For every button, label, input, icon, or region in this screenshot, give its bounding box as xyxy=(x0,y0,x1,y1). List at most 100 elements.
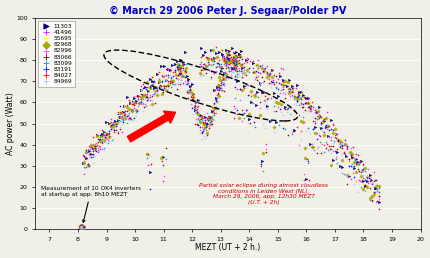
Point xyxy=(309,119,316,123)
Point xyxy=(373,186,380,190)
Point xyxy=(295,92,302,96)
Point xyxy=(188,102,195,106)
Point xyxy=(221,75,227,79)
Point xyxy=(226,63,233,68)
Point xyxy=(149,94,156,98)
Point xyxy=(126,111,133,115)
Point xyxy=(264,96,271,100)
Point xyxy=(200,65,206,69)
Point xyxy=(200,121,207,125)
Point xyxy=(330,149,337,153)
Point xyxy=(252,94,259,98)
Point xyxy=(181,69,188,73)
Point xyxy=(101,132,108,136)
Point xyxy=(254,70,261,74)
Point xyxy=(96,139,103,143)
Point xyxy=(214,100,221,104)
Point xyxy=(298,104,305,109)
Point xyxy=(203,124,210,128)
Point xyxy=(376,197,383,201)
Point xyxy=(311,131,318,135)
Point xyxy=(114,115,121,119)
Point xyxy=(231,60,238,64)
Point xyxy=(105,131,112,135)
Point xyxy=(258,66,265,70)
Point xyxy=(366,173,373,177)
Point xyxy=(110,136,117,141)
Point xyxy=(77,226,83,230)
Point xyxy=(78,223,85,228)
Point xyxy=(243,56,250,60)
Point xyxy=(304,109,311,113)
Point xyxy=(355,160,362,164)
Point xyxy=(316,140,323,144)
Point xyxy=(179,74,186,78)
Point xyxy=(247,90,254,94)
Point xyxy=(259,79,266,84)
Point xyxy=(323,122,330,126)
Point xyxy=(325,144,332,148)
Point xyxy=(176,66,183,70)
Point xyxy=(261,90,268,94)
Point xyxy=(221,83,228,87)
Point xyxy=(121,114,128,118)
Point xyxy=(108,127,114,131)
Point xyxy=(239,87,246,92)
Point xyxy=(240,70,247,75)
Point xyxy=(133,114,140,118)
Point xyxy=(94,150,101,154)
Point xyxy=(297,90,304,94)
Point xyxy=(287,112,294,116)
Point xyxy=(138,98,145,102)
Point xyxy=(255,75,262,79)
Point xyxy=(375,200,382,204)
Point xyxy=(215,65,222,69)
Point xyxy=(302,101,309,105)
Point xyxy=(220,54,227,58)
Point xyxy=(231,74,238,78)
Point xyxy=(309,140,316,144)
Point xyxy=(237,87,243,91)
Point xyxy=(233,53,240,57)
Point xyxy=(318,115,325,119)
Point xyxy=(266,81,273,85)
Point xyxy=(126,98,133,102)
Point xyxy=(280,126,286,131)
Point xyxy=(218,83,224,87)
Point xyxy=(312,125,319,129)
Point xyxy=(290,129,297,133)
Point xyxy=(311,116,318,120)
Point xyxy=(174,67,181,71)
Point xyxy=(232,54,239,58)
Point xyxy=(316,114,323,118)
Point xyxy=(130,118,137,122)
Point xyxy=(314,114,321,118)
Point xyxy=(216,99,223,103)
Point xyxy=(80,225,86,230)
Point xyxy=(212,97,219,101)
Point xyxy=(103,120,110,124)
Point xyxy=(271,91,278,95)
Point xyxy=(241,84,248,88)
Point xyxy=(101,135,108,139)
Point xyxy=(236,62,243,67)
Point xyxy=(140,102,147,106)
Point xyxy=(320,118,327,122)
Point xyxy=(254,90,261,94)
Point xyxy=(311,109,318,114)
Point xyxy=(209,105,216,109)
Point xyxy=(194,112,200,116)
Point xyxy=(220,77,227,81)
Point xyxy=(183,74,190,78)
Point xyxy=(273,85,280,89)
Point xyxy=(236,74,243,78)
Point xyxy=(353,160,360,164)
Point xyxy=(146,95,153,99)
Point xyxy=(307,104,314,108)
Point xyxy=(126,107,133,111)
Point xyxy=(123,105,130,109)
Point xyxy=(203,122,210,126)
Point xyxy=(169,76,176,80)
Point xyxy=(240,116,247,120)
Point xyxy=(236,58,243,62)
